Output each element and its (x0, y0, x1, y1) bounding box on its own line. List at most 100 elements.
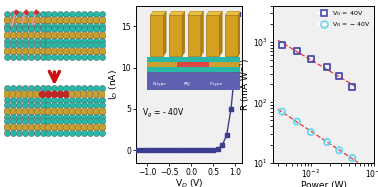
Point (33, 10, 39, 13)
Point (99, 12, 105, 15)
Point (75, 56, 81, 59)
Point (28, 56, 34, 59)
Point (28, 103, 34, 106)
Point (28, 40, 34, 43)
Point (57, 12, 64, 15)
Point (81, 132, 87, 135)
Point (63, 103, 69, 106)
Point (57, 109, 64, 112)
Point (57, 120, 64, 123)
Point (99, 24, 105, 27)
Point (34, 40, 40, 43)
Point (22, 24, 28, 27)
Point (188, 149, 194, 152)
Point (28, 93, 34, 96)
Point (45, 115, 51, 118)
Point (93, 40, 99, 43)
Point (63, 126, 69, 129)
Point (39, 99, 45, 102)
Point (34, 34, 40, 37)
Point (81, 115, 87, 118)
Point (336, 75, 342, 78)
Point (69, 126, 75, 129)
Point (63, 132, 69, 135)
Point (16, 34, 22, 37)
Point (63, 56, 69, 59)
Point (51, 120, 57, 123)
Point (93, 12, 99, 15)
Point (93, 87, 99, 90)
Point (22, 18, 28, 21)
Point (22, 109, 28, 112)
Point (34, 18, 40, 21)
Point (99, 115, 105, 118)
Point (51, 56, 57, 59)
Point (39, 87, 45, 90)
Point (69, 93, 75, 96)
Point (69, 99, 75, 102)
Point (45, 40, 51, 43)
Point (45, 99, 51, 102)
Point (81, 18, 87, 21)
Point (4, 126, 10, 129)
Point (279, 43, 285, 46)
Point (10, 24, 16, 27)
Point (16, 93, 22, 96)
Point (10, 87, 16, 90)
Point (10, 132, 16, 135)
Point (81, 126, 87, 129)
Point (87, 12, 93, 15)
Point (75, 103, 81, 106)
Point (144, 149, 150, 152)
Point (45, 120, 51, 123)
Point (39, 18, 45, 21)
Point (22, 50, 28, 53)
Point (16, 120, 22, 123)
Point (45, 132, 51, 135)
Point (10, 28, 16, 31)
Point (81, 93, 87, 96)
Point (215, 147, 221, 150)
Point (4, 24, 10, 27)
Point (10, 103, 16, 106)
Point (63, 115, 69, 118)
Point (75, 12, 81, 15)
Point (45, 56, 51, 59)
Point (51, 126, 57, 129)
Point (63, 12, 69, 15)
Point (69, 24, 75, 27)
Point (16, 87, 22, 90)
Point (63, 109, 69, 112)
Point (149, 149, 155, 152)
Point (69, 109, 75, 112)
Point (10, 120, 16, 123)
Point (162, 149, 168, 152)
Point (81, 99, 87, 102)
Point (45, 87, 51, 90)
Point (75, 28, 81, 31)
Point (4, 93, 10, 96)
Point (193, 149, 199, 152)
Point (75, 99, 81, 102)
Point (99, 40, 105, 43)
Point (16, 40, 22, 43)
Point (93, 103, 99, 106)
Point (87, 56, 93, 59)
Point (99, 103, 105, 106)
Point (349, 85, 355, 88)
Point (39, 93, 45, 96)
Point (51, 103, 57, 106)
Point (99, 87, 105, 90)
Point (93, 18, 99, 21)
Point (39, 34, 45, 37)
Point (232, 62, 239, 65)
Point (210, 148, 216, 151)
Point (4, 103, 10, 106)
Point (28, 18, 34, 21)
Point (45, 93, 51, 96)
Point (99, 109, 105, 112)
Point (16, 12, 22, 15)
Point (184, 149, 190, 152)
Point (22, 99, 28, 102)
Point (45, 28, 51, 31)
